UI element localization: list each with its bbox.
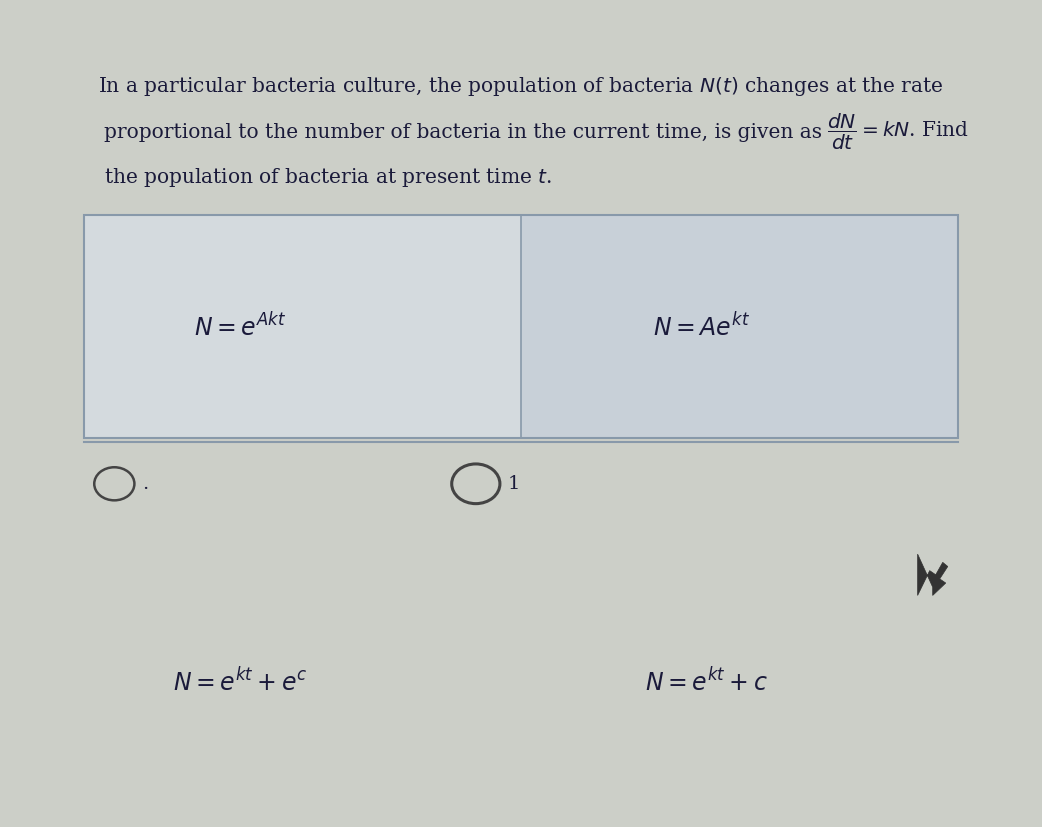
Text: $N = e^{kt} + e^c$: $N = e^{kt} + e^c$ — [173, 668, 307, 696]
Text: In a particular bacteria culture, the population of bacteria $N(t)$ changes at t: In a particular bacteria culture, the po… — [98, 75, 944, 98]
Text: 1: 1 — [507, 475, 520, 493]
Text: proportional to the number of bacteria in the current time, is given as: proportional to the number of bacteria i… — [104, 123, 822, 141]
FancyBboxPatch shape — [521, 215, 958, 438]
Text: $N = e^{kt} + c$: $N = e^{kt} + c$ — [645, 668, 768, 696]
FancyBboxPatch shape — [84, 215, 521, 438]
Text: the population of bacteria at present time $t$.: the population of bacteria at present ti… — [104, 166, 552, 189]
Text: $N = e^{Akt}$: $N = e^{Akt}$ — [194, 313, 286, 341]
Text: .: . — [143, 475, 149, 493]
Text: $\dfrac{dN}{dt}$$= kN$. Find: $\dfrac{dN}{dt}$$= kN$. Find — [827, 112, 969, 152]
Text: $N = Ae^{kt}$: $N = Ae^{kt}$ — [653, 313, 750, 341]
Polygon shape — [918, 554, 948, 595]
